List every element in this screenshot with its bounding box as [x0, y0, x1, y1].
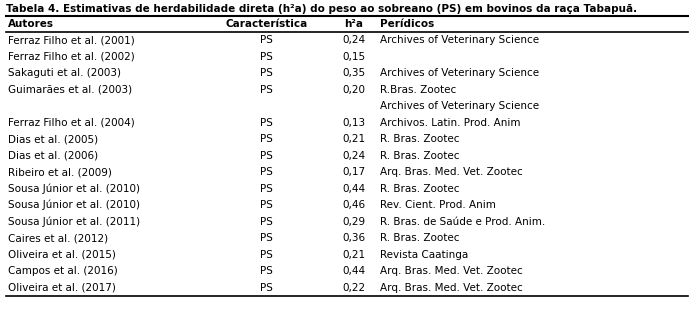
- Text: PS: PS: [260, 233, 273, 243]
- Text: Ferraz Filho et al. (2002): Ferraz Filho et al. (2002): [8, 52, 135, 62]
- Text: PS: PS: [260, 250, 273, 260]
- Text: Archives of Veterinary Science: Archives of Veterinary Science: [380, 35, 539, 45]
- Text: Caires et al. (2012): Caires et al. (2012): [8, 233, 108, 243]
- Text: PS: PS: [260, 134, 273, 144]
- Text: Ferraz Filho et al. (2001): Ferraz Filho et al. (2001): [8, 35, 135, 45]
- Text: Sousa Júnior et al. (2010): Sousa Júnior et al. (2010): [8, 183, 140, 194]
- Text: Tabela 4. Estimativas de herdabilidade direta (h²a) do peso ao sobreano (PS) em : Tabela 4. Estimativas de herdabilidade d…: [6, 4, 637, 14]
- Text: 0,15: 0,15: [343, 52, 365, 62]
- Text: R. Bras. Zootec: R. Bras. Zootec: [380, 151, 459, 161]
- Text: Sousa Júnior et al. (2011): Sousa Júnior et al. (2011): [8, 217, 140, 227]
- Text: PS: PS: [260, 52, 273, 62]
- Text: h²a: h²a: [345, 19, 363, 29]
- Text: Oliveira et al. (2015): Oliveira et al. (2015): [8, 250, 116, 260]
- Text: Dias et al. (2005): Dias et al. (2005): [8, 134, 98, 144]
- Text: Rev. Cient. Prod. Anim: Rev. Cient. Prod. Anim: [380, 200, 495, 210]
- Text: 0,22: 0,22: [343, 283, 365, 293]
- Text: 0,29: 0,29: [343, 217, 365, 227]
- Text: Sakaguti et al. (2003): Sakaguti et al. (2003): [8, 68, 121, 78]
- Text: PS: PS: [260, 200, 273, 210]
- Text: 0,21: 0,21: [343, 134, 365, 144]
- Text: Revista Caatinga: Revista Caatinga: [380, 250, 468, 260]
- Text: 0,21: 0,21: [343, 250, 365, 260]
- Text: PS: PS: [260, 184, 273, 194]
- Text: Arq. Bras. Med. Vet. Zootec: Arq. Bras. Med. Vet. Zootec: [380, 283, 522, 293]
- Text: 0,44: 0,44: [343, 184, 365, 194]
- Text: R. Bras. Zootec: R. Bras. Zootec: [380, 233, 459, 243]
- Text: Perídicos: Perídicos: [380, 19, 434, 29]
- Text: 0,35: 0,35: [343, 68, 365, 78]
- Text: R. Bras. Zootec: R. Bras. Zootec: [380, 134, 459, 144]
- Text: 0,13: 0,13: [343, 118, 365, 128]
- Text: 0,24: 0,24: [343, 35, 365, 45]
- Text: Dias et al. (2006): Dias et al. (2006): [8, 151, 98, 161]
- Text: 0,20: 0,20: [343, 85, 365, 95]
- Text: PS: PS: [260, 283, 273, 293]
- Text: PS: PS: [260, 68, 273, 78]
- Text: Archivos. Latin. Prod. Anim: Archivos. Latin. Prod. Anim: [380, 118, 520, 128]
- Text: Campos et al. (2016): Campos et al. (2016): [8, 266, 118, 276]
- Text: Archives of Veterinary Science: Archives of Veterinary Science: [380, 101, 539, 111]
- Text: PS: PS: [260, 167, 273, 177]
- Text: PS: PS: [260, 118, 273, 128]
- Text: 0,24: 0,24: [343, 151, 365, 161]
- Text: 0,36: 0,36: [343, 233, 365, 243]
- Text: PS: PS: [260, 217, 273, 227]
- Text: PS: PS: [260, 35, 273, 45]
- Text: PS: PS: [260, 151, 273, 161]
- Text: Arq. Bras. Med. Vet. Zootec: Arq. Bras. Med. Vet. Zootec: [380, 266, 522, 276]
- Text: Autores: Autores: [8, 19, 54, 29]
- Text: Ferraz Filho et al. (2004): Ferraz Filho et al. (2004): [8, 118, 135, 128]
- Text: Sousa Júnior et al. (2010): Sousa Júnior et al. (2010): [8, 200, 140, 211]
- Text: Característica: Característica: [226, 19, 308, 29]
- Text: Ribeiro et al. (2009): Ribeiro et al. (2009): [8, 167, 112, 177]
- Text: R. Bras. de Saúde e Prod. Anim.: R. Bras. de Saúde e Prod. Anim.: [380, 217, 545, 227]
- Text: R. Bras. Zootec: R. Bras. Zootec: [380, 184, 459, 194]
- Text: 0,46: 0,46: [343, 200, 365, 210]
- Text: PS: PS: [260, 85, 273, 95]
- Text: 0,17: 0,17: [343, 167, 365, 177]
- Text: Guimarães et al. (2003): Guimarães et al. (2003): [8, 85, 132, 95]
- Text: R.Bras. Zootec: R.Bras. Zootec: [380, 85, 456, 95]
- Text: Archives of Veterinary Science: Archives of Veterinary Science: [380, 68, 539, 78]
- Text: Oliveira et al. (2017): Oliveira et al. (2017): [8, 283, 116, 293]
- Text: Arq. Bras. Med. Vet. Zootec: Arq. Bras. Med. Vet. Zootec: [380, 167, 522, 177]
- Text: 0,44: 0,44: [343, 266, 365, 276]
- Text: PS: PS: [260, 266, 273, 276]
